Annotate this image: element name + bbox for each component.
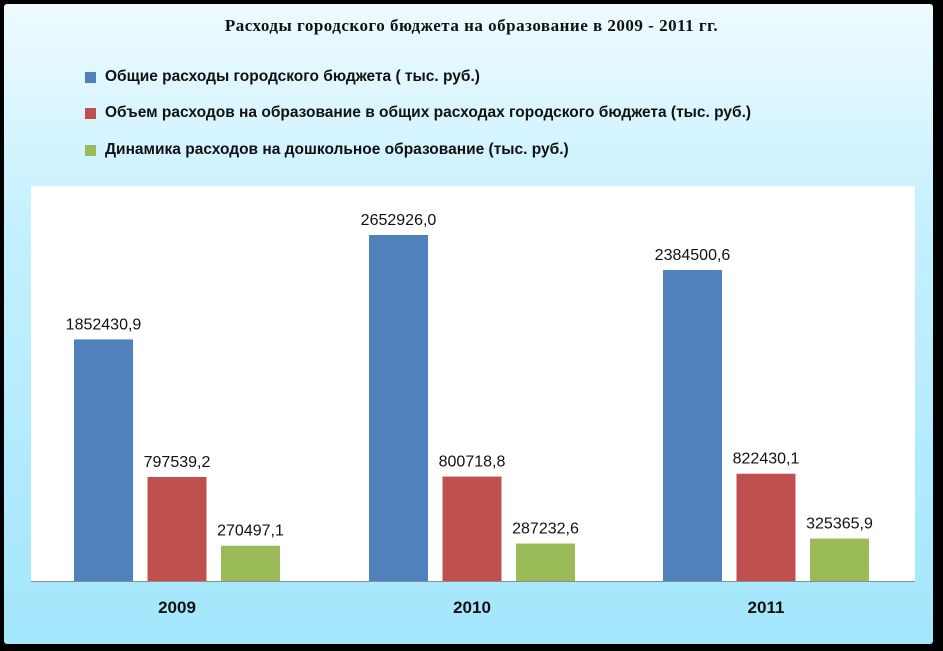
- legend-label-total-budget: Общие расходы городского бюджета ( тыс. …: [105, 68, 480, 85]
- bar-total-budget-2011: [663, 270, 722, 581]
- chart-title: Расходы городского бюджета на образовани…: [224, 16, 719, 35]
- data-label-preschool-2010: 287232,6: [512, 521, 579, 538]
- bar-total-budget-2009: [74, 339, 133, 581]
- legend-label-preschool: Динамика расходов на дошкольное образова…: [105, 141, 569, 158]
- x-tick-label-2010: 2010: [453, 598, 491, 617]
- legend-label-education: Объем расходов на образование в общих ра…: [105, 104, 752, 121]
- data-label-total-budget-2011: 2384500,6: [655, 247, 731, 264]
- legend-item-total-budget: Общие расходы городского бюджета ( тыс. …: [85, 66, 480, 88]
- legend-swatch-preschool: [85, 144, 96, 156]
- legend-item-preschool: Динамика расходов на дошкольное образова…: [85, 139, 569, 161]
- data-label-education-2011: 822430,1: [733, 451, 800, 468]
- data-label-education-2009: 797539,2: [144, 454, 211, 471]
- legend-swatch-total-budget: [85, 71, 96, 83]
- x-tick-label-2009: 2009: [158, 598, 196, 617]
- bar-education-2010: [442, 476, 502, 581]
- data-label-education-2010: 800718,8: [439, 454, 506, 471]
- legend-item-education: Объем расходов на образование в общих ра…: [85, 102, 751, 124]
- data-label-preschool-2011: 325365,9: [806, 516, 873, 533]
- bar-preschool-2009: [221, 545, 280, 581]
- x-tick-label-2011: 2011: [748, 598, 785, 617]
- bar-preschool-2010: [516, 543, 575, 581]
- bar-total-budget-2010: [369, 235, 428, 581]
- legend-swatch-education: [85, 107, 96, 119]
- data-label-total-budget-2009: 1852430,9: [66, 316, 142, 333]
- bar-education-2009: [147, 476, 207, 581]
- bar-preschool-2011: [810, 538, 869, 581]
- data-label-preschool-2009: 270497,1: [217, 523, 284, 540]
- data-label-total-budget-2010: 2652926,0: [361, 212, 437, 229]
- bar-education-2011: [736, 473, 796, 581]
